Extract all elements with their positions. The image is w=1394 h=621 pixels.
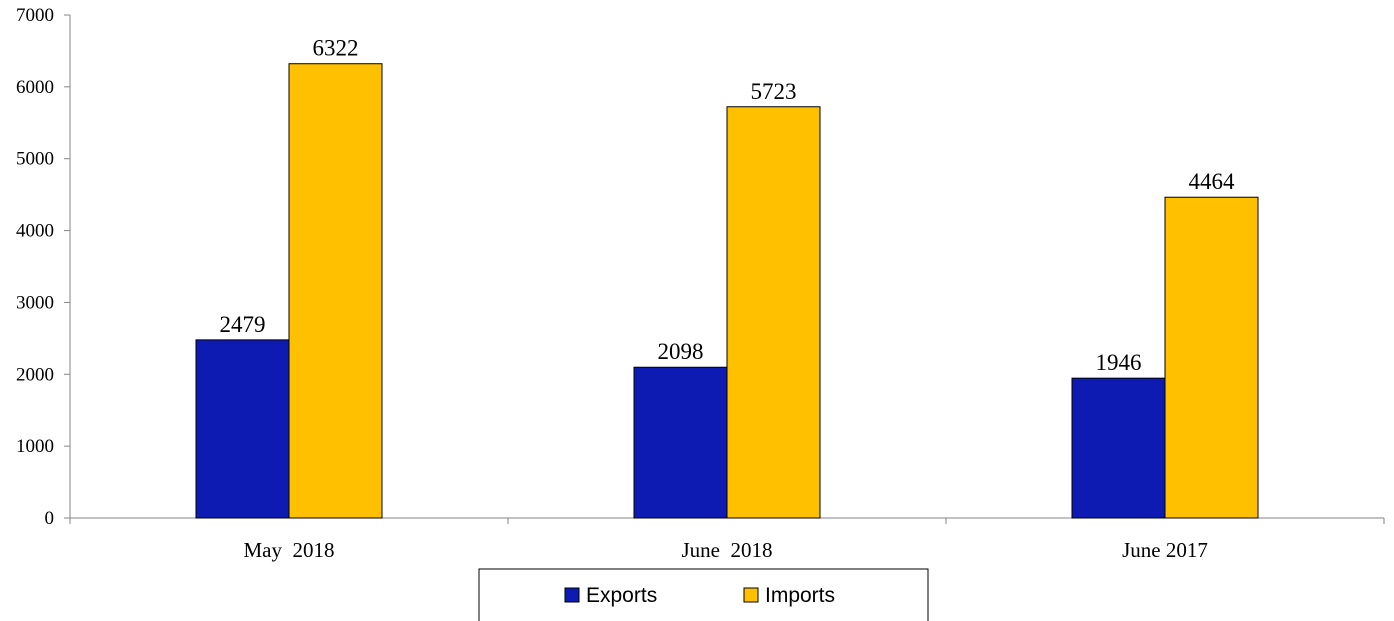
data-label: 6322 <box>313 36 359 61</box>
legend: Exports Imports <box>478 568 929 621</box>
x-category-label: June 2017 <box>1122 538 1208 562</box>
bar-exports <box>633 366 728 519</box>
bar-exports <box>195 339 290 519</box>
y-tick-label: 0 <box>45 508 55 529</box>
legend-swatch-imports <box>743 587 759 603</box>
y-tick-label: 7000 <box>16 5 54 26</box>
data-label: 2098 <box>658 339 704 364</box>
data-label: 2479 <box>220 312 266 337</box>
x-axis: May 2018 June 2018 June 2017 <box>69 517 1385 562</box>
y-tick-label: 5000 <box>16 149 54 170</box>
data-label: 5723 <box>751 79 797 104</box>
legend-box <box>478 568 929 621</box>
legend-label-imports: Imports <box>765 584 835 607</box>
bars <box>195 63 1259 519</box>
y-tick-label: 4000 <box>16 221 54 242</box>
y-tick-label: 1000 <box>16 436 54 457</box>
legend-swatch-exports <box>564 587 580 603</box>
bar-imports <box>726 106 821 519</box>
legend-label-exports: Exports <box>586 584 657 607</box>
y-tick-label: 3000 <box>16 292 54 313</box>
x-category-label: May 2018 <box>244 538 335 562</box>
data-label: 1946 <box>1096 350 1142 375</box>
bar-exports <box>1071 377 1166 519</box>
y-tick-label: 6000 <box>16 77 54 98</box>
y-tick-label: 2000 <box>16 364 54 385</box>
bar-imports <box>288 63 383 519</box>
data-labels: 2479 6322 2098 5723 1946 4464 <box>220 36 1236 375</box>
data-label: 4464 <box>1189 169 1236 194</box>
x-category-label: June 2018 <box>682 538 773 562</box>
y-axis: 0 1000 2000 3000 4000 5000 6000 7000 <box>16 5 71 529</box>
bar-imports <box>1164 196 1259 519</box>
